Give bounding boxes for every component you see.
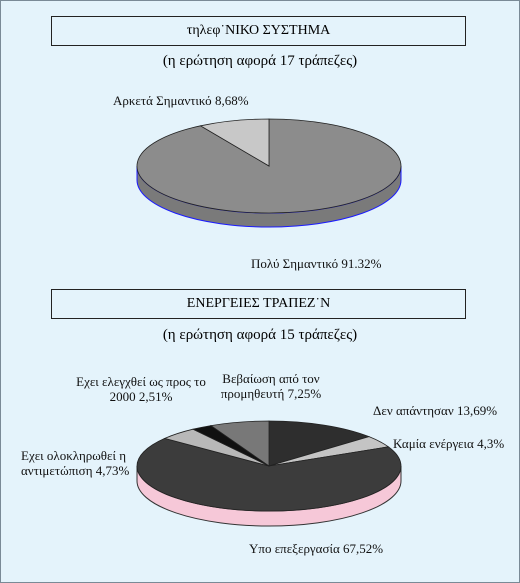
value-label: 4,73% — [95, 463, 130, 478]
data-label: Καμία ενέργεια 4,3% — [393, 436, 519, 451]
data-label: Δεν απάντησαν 13,69% — [373, 403, 513, 418]
title-box: τηλεφ˙ΝΙΚΟ ΣΥΣΤΗΜΑ — [51, 16, 466, 46]
value-label: 91.32% — [341, 256, 382, 271]
pie-slice — [136, 437, 402, 512]
category-name: Πολύ Σημαντικό — [251, 256, 339, 271]
category-name: Υπο επεξεργασία — [249, 541, 340, 556]
value-label: 67,52% — [343, 541, 384, 556]
value-label: 8,68% — [214, 93, 249, 108]
category-name: Καμία ενέργεια — [393, 436, 474, 451]
category-name: Αρκετά Σημαντικό — [113, 93, 212, 108]
category-name: Δεν απάντησαν — [373, 403, 454, 418]
category-name: Εχει ελεγχθεί ως προς το 2000 — [76, 374, 206, 404]
data-label: Εχει ελεγχθεί ως προς το 2000 2,51% — [76, 374, 206, 404]
value-label: 4,3% — [477, 436, 505, 451]
value-label: 7,25% — [287, 386, 322, 401]
subtitle-text: (η ερώτηση αφορά 17 τράπεζες) — [162, 53, 358, 69]
subtitle: (η ερώτηση αφορά 15 τράπεζες) — [1, 327, 519, 344]
category-name: Εχει ολοκληρωθεί η αντιμετώπιση — [21, 448, 127, 478]
data-label: Υπο επεξεργασία 67,52% — [249, 541, 419, 556]
data-label: Αρκετά Σημαντικό 8,68% — [113, 93, 313, 108]
pie-slice — [268, 420, 371, 467]
data-label: Βεβαίωση από τον προμηθευτή 7,25% — [206, 371, 336, 401]
title-box: ΕΝΕΡΓΕΙΕΣ ΤΡΑΠΕΖ˙Ν — [51, 289, 466, 319]
data-label: Εχει ολοκληρωθεί η αντιμετώπιση 4,73% — [21, 448, 146, 478]
value-label: 2,51% — [138, 389, 173, 404]
value-label: 13,69% — [456, 403, 498, 418]
data-label: Πολύ Σημαντικό 91.32% — [251, 256, 421, 271]
category-name: Βεβαίωση από τον προμηθευτή — [220, 371, 320, 401]
subtitle-text: (η ερώτηση αφορά 15 τράπεζες) — [162, 327, 358, 343]
chart-title: τηλεφ˙ΝΙΚΟ ΣΥΣΤΗΜΑ — [186, 23, 331, 38]
chart-title: ΕΝΕΡΓΕΙΕΣ ΤΡΑΠΕΖ˙Ν — [186, 296, 331, 311]
subtitle: (η ερώτηση αφορά 17 τράπεζες) — [1, 53, 519, 70]
pie-slice — [199, 118, 270, 167]
pie-slice — [209, 420, 270, 467]
